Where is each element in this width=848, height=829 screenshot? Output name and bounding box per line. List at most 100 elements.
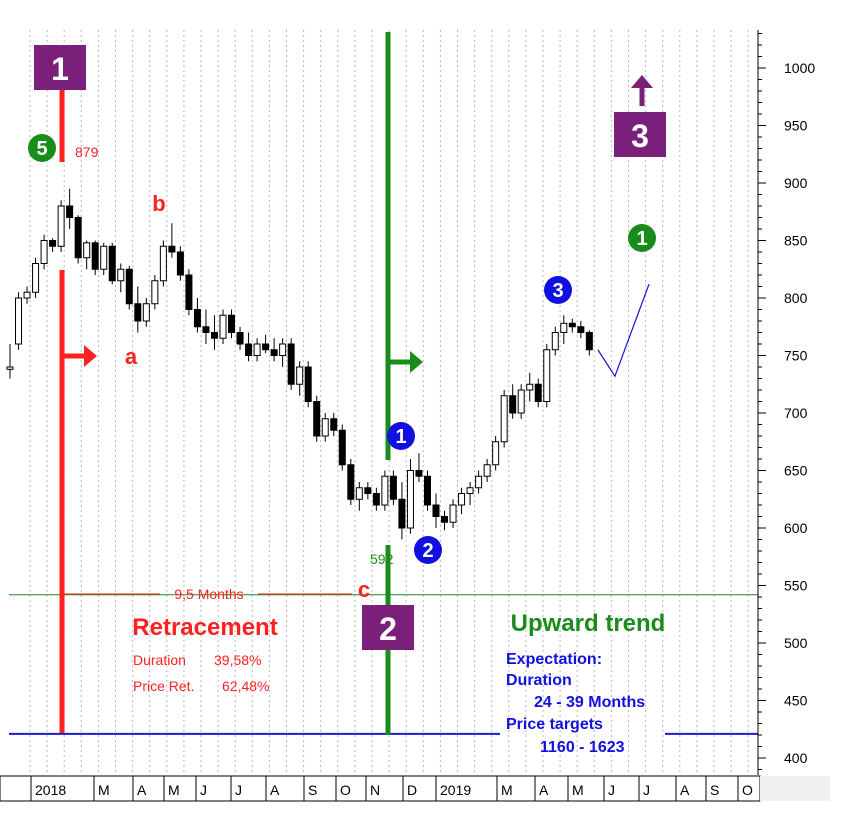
x-tick-label: A <box>137 782 147 798</box>
candle-body <box>83 242 91 259</box>
retracement-price-value: 62,48% <box>222 678 269 694</box>
candle-body <box>568 322 576 328</box>
x-tick-label: M <box>168 782 180 798</box>
wave-b-label: b <box>152 191 165 216</box>
candle-body <box>389 475 397 500</box>
candle-body <box>406 470 414 529</box>
x-axis-corner <box>760 776 830 801</box>
candle-body <box>347 464 355 500</box>
x-tick-label: M <box>572 782 584 798</box>
wave-1-circle-label: 1 <box>395 426 406 448</box>
x-tick-label: A <box>539 782 549 798</box>
candle-body <box>313 401 321 437</box>
candle-body <box>432 504 440 517</box>
y-tick-label: 850 <box>784 233 808 249</box>
candle-body <box>304 366 312 402</box>
candle-body <box>551 332 559 351</box>
candle-body <box>449 504 457 523</box>
candle-body <box>117 268 125 282</box>
y-tick-label: 450 <box>784 693 808 709</box>
candle-body <box>372 493 380 506</box>
x-tick-label: 2019 <box>440 782 471 798</box>
candle-body <box>585 332 593 351</box>
y-tick-label: 1000 <box>784 60 815 76</box>
x-tick-label: M <box>501 782 513 798</box>
x-axis: 2018 M A M J J A S O N D 2019 M A M J J A S O <box>0 775 830 802</box>
box-1 <box>34 45 86 90</box>
expectation-label: Expectation: <box>506 651 602 668</box>
box-1-label: 1 <box>51 51 69 87</box>
wave-1-green-circle <box>628 224 656 252</box>
candle-body <box>193 309 201 328</box>
y-tick-label: 950 <box>784 118 808 134</box>
candle-body <box>32 263 40 293</box>
y-tick-label: 700 <box>784 405 808 421</box>
x-tick-label: J <box>235 782 242 798</box>
candle-body <box>49 240 57 247</box>
candle-body <box>6 366 14 370</box>
candle-body <box>423 475 431 506</box>
candle-body <box>125 268 133 305</box>
candle-body <box>210 332 218 339</box>
x-axis-band <box>0 775 761 802</box>
candle-body <box>321 418 329 437</box>
candle-body <box>355 487 363 500</box>
candle-body <box>296 366 304 385</box>
candle-body <box>279 343 287 356</box>
candle-body <box>228 314 236 333</box>
candle-body <box>159 245 167 282</box>
candle-body <box>330 418 338 431</box>
candle-body <box>57 205 65 247</box>
candle-body <box>577 326 585 333</box>
box-2-label: 2 <box>379 611 397 647</box>
x-tick-label: S <box>308 782 317 798</box>
candle-body <box>475 475 483 489</box>
box-3-label: 3 <box>631 118 649 154</box>
red-arrow-head <box>84 345 97 367</box>
wave-3-circle <box>544 276 572 304</box>
candle-body <box>176 251 184 276</box>
x-tick-label: M <box>98 782 110 798</box>
candle-body <box>466 487 474 494</box>
wave-1-green-circle-label: 1 <box>636 228 647 250</box>
y-tick-label: 650 <box>784 463 808 479</box>
x-tick-label: A <box>680 782 690 798</box>
retracement-duration-value: 39,58% <box>214 652 261 668</box>
x-tick-label: O <box>742 782 753 798</box>
candle-body <box>202 326 210 333</box>
candle-body <box>441 516 449 523</box>
trend-title: Upward trend <box>511 610 666 637</box>
candle-body <box>262 343 270 351</box>
retracement-price-label: Price Ret. <box>133 678 194 694</box>
x-tick-label: 2018 <box>35 782 66 798</box>
candle-body <box>74 217 82 259</box>
candle-body <box>500 395 508 443</box>
candle-body <box>236 332 244 345</box>
candle-body <box>517 389 525 414</box>
wave-c-label: c <box>358 577 370 602</box>
y-tick-label: 550 <box>784 578 808 594</box>
candle-body <box>134 303 142 322</box>
candle-body <box>381 475 389 506</box>
candles <box>6 188 593 540</box>
annotations: 1 2 3 5 1 1 2 3 879 592 a b c 9,5 Months Retracement Du… <box>28 32 666 756</box>
candle-body <box>91 242 99 270</box>
projection-line <box>597 283 650 378</box>
candle-body <box>40 240 48 264</box>
candle-body <box>15 297 23 345</box>
candle-body <box>142 303 150 322</box>
x-tick-label: D <box>407 782 417 798</box>
x-tick-label: J <box>200 782 207 798</box>
x-tick-label: A <box>270 782 280 798</box>
wave-a-label: a <box>125 344 138 369</box>
targets-range: 1160 - 1623 <box>540 739 625 756</box>
grid <box>29 30 749 775</box>
candle-body <box>66 205 74 218</box>
candle-body <box>509 395 517 414</box>
y-tick-label: 750 <box>784 348 808 364</box>
candle-body <box>270 349 278 356</box>
wave-1-circle <box>387 422 415 450</box>
candle-body <box>185 274 193 310</box>
purple-arrow-head <box>631 75 653 88</box>
